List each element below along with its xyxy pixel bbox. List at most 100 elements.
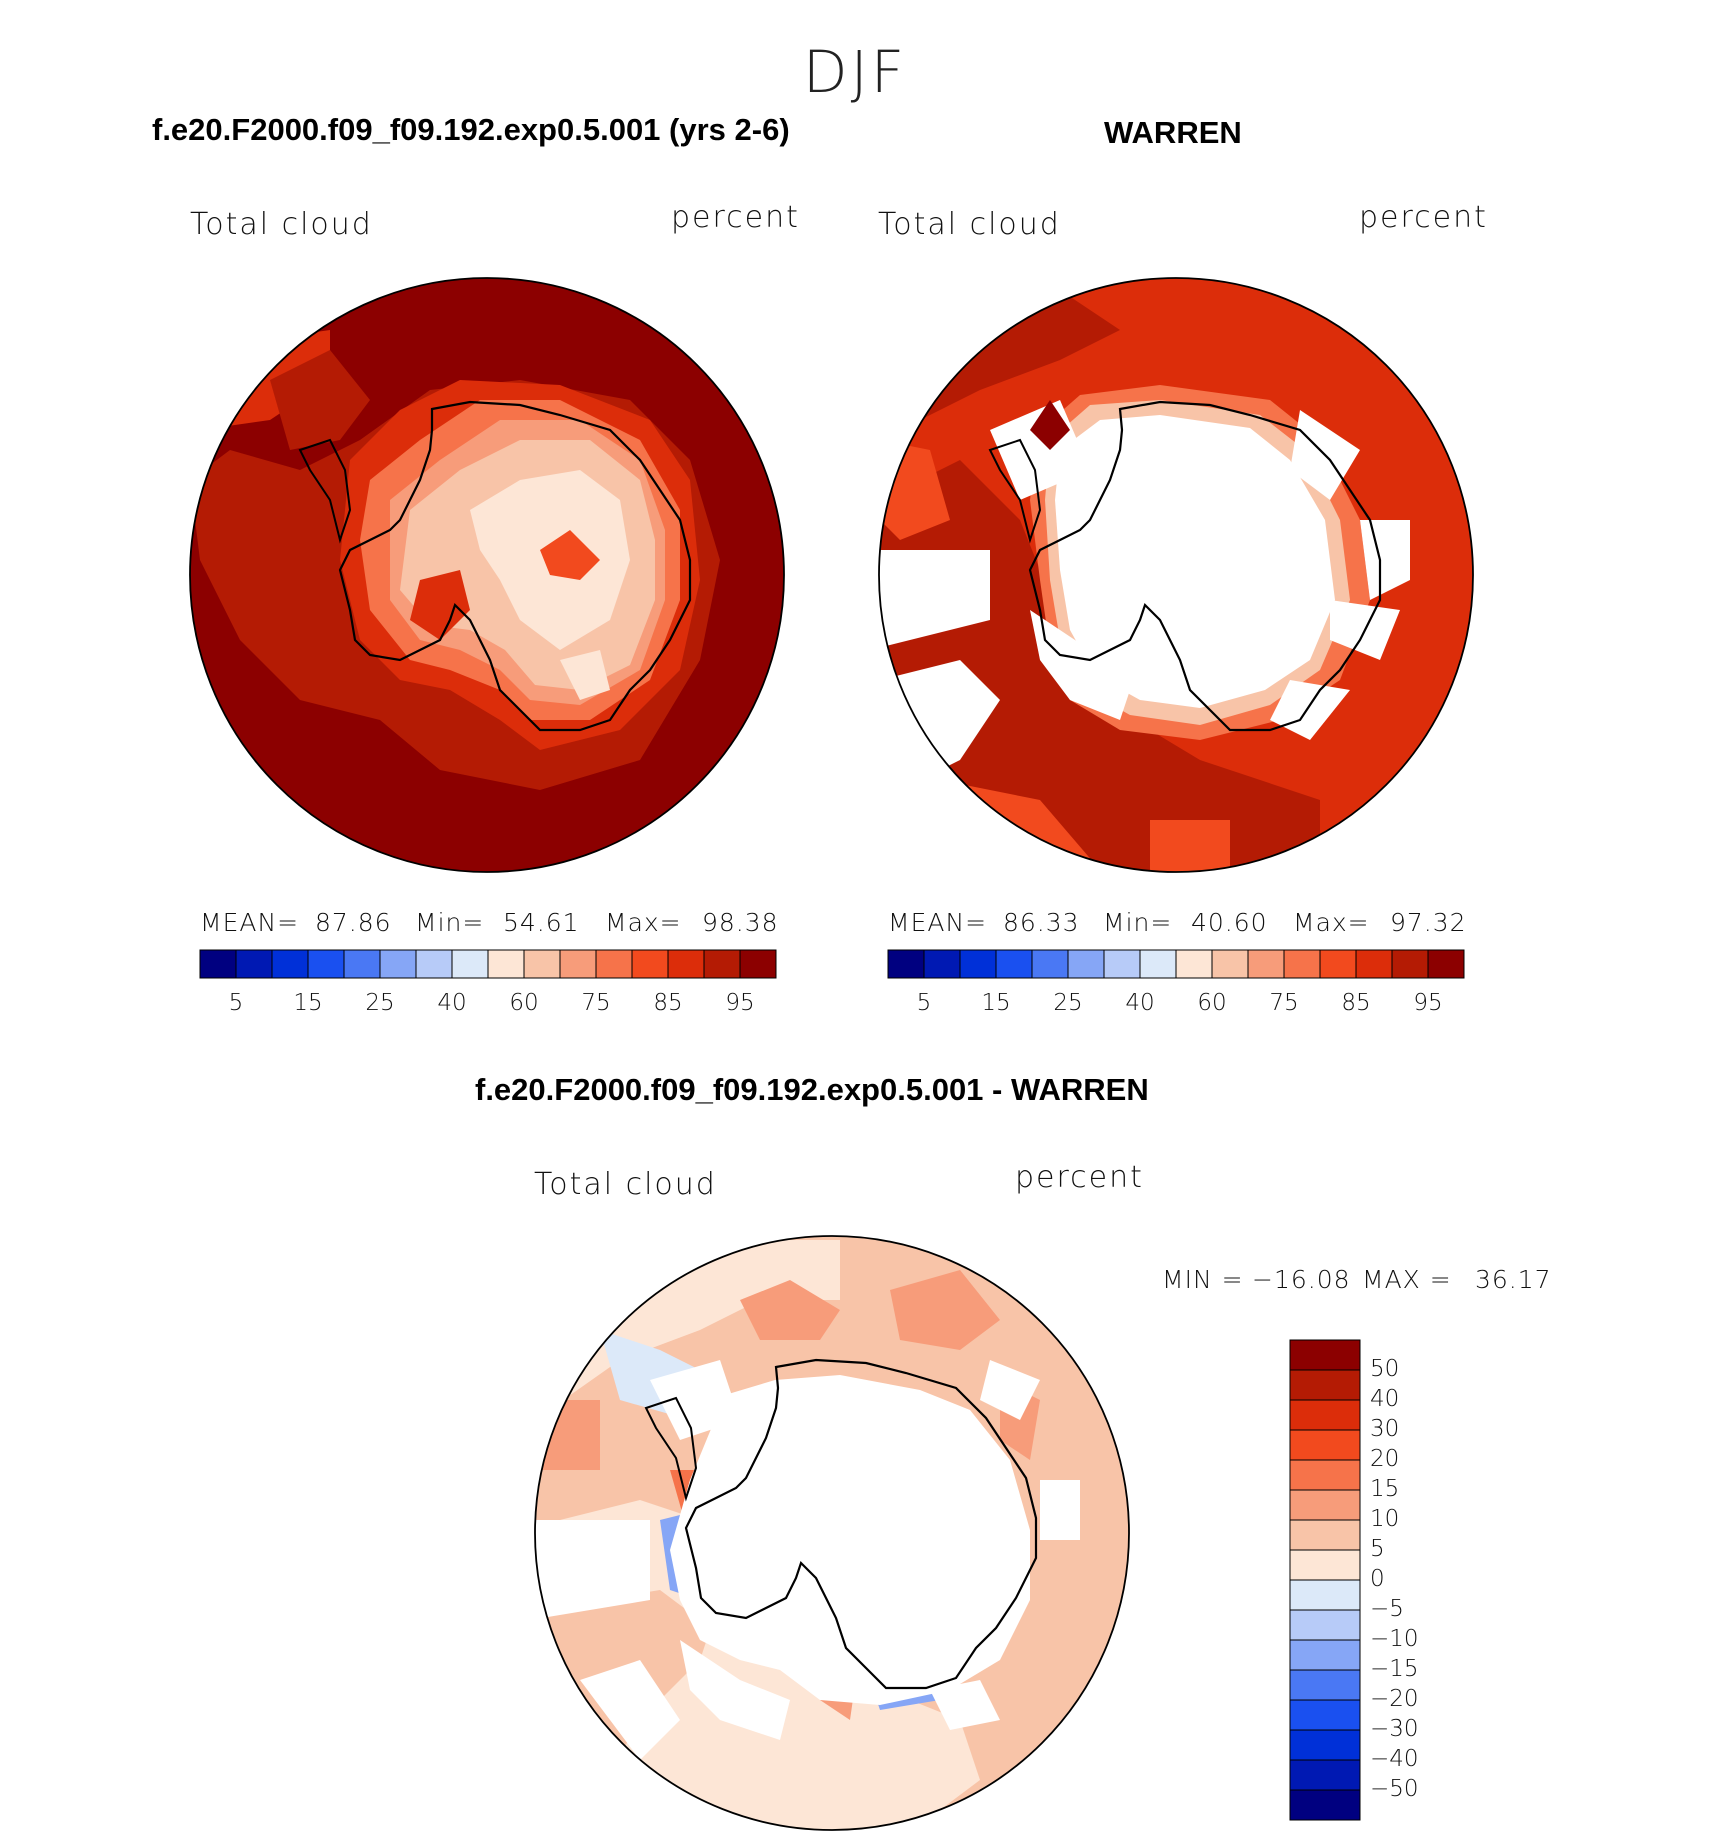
colorbar-swatch [1289, 1729, 1361, 1761]
panel3-max-label: MAX = [1362, 1265, 1452, 1294]
panel2-mean-value: 86.33 [1003, 908, 1080, 937]
panel3-colorbar-ticks: 50 40 30 20 15 10 5 0 −5 −10 −15 −20 −30 −40 −50 [1370, 1340, 1470, 1820]
colorbar-tick-label: 30 [1370, 1416, 1400, 1442]
panel2-mean-label: MEAN= [888, 908, 988, 937]
colorbar-tick-label: 60 [1197, 990, 1227, 1016]
colorbar-tick-label: 75 [581, 990, 611, 1016]
colorbar-tick-label: 95 [1413, 990, 1443, 1016]
colorbar-swatch [451, 949, 489, 979]
panel3-min-label: MIN = [1162, 1265, 1244, 1294]
colorbar-tick-label: 40 [1125, 990, 1155, 1016]
colorbar-tick-label: −10 [1370, 1626, 1419, 1652]
colorbar-swatch [959, 949, 997, 979]
colorbar-swatch [1283, 949, 1321, 979]
colorbar-tick-label: 40 [1370, 1386, 1400, 1412]
colorbar-swatch [595, 949, 633, 979]
colorbar-swatch [235, 949, 273, 979]
colorbar-swatch [631, 949, 669, 979]
colorbar-tick-label: 15 [981, 990, 1011, 1016]
colorbar-swatch [1289, 1339, 1361, 1371]
colorbar-tick-label: 75 [1269, 990, 1299, 1016]
panel1-mean-label: MEAN= [200, 908, 300, 937]
panel2-colorbar [887, 949, 1465, 979]
colorbar-tick-label: 85 [653, 990, 683, 1016]
colorbar-swatch [1289, 1489, 1361, 1521]
colorbar-tick-label: −20 [1370, 1686, 1419, 1712]
colorbar-swatch [923, 949, 961, 979]
panel3-min-value: −16.08 [1252, 1265, 1351, 1294]
panel2-max-label: Max= [1293, 908, 1370, 937]
colorbar-swatch [1289, 1399, 1361, 1431]
colorbar-swatch [1289, 1609, 1361, 1641]
colorbar-swatch [1103, 949, 1141, 979]
colorbar-swatch [1355, 949, 1393, 979]
panel1-max-label: Max= [605, 908, 682, 937]
colorbar-tick-label: −50 [1370, 1776, 1419, 1802]
colorbar-swatch [1289, 1549, 1361, 1581]
colorbar-swatch [1289, 1639, 1361, 1671]
panel1-min-value: 54.61 [503, 908, 580, 937]
panel2-variable: Total cloud [878, 207, 1061, 242]
panel2-colorbar-ticks: 5 15 25 40 60 75 85 95 [888, 990, 1464, 1020]
panel2-title: WARREN [1104, 115, 1242, 150]
colorbar-tick-label: 5 [228, 990, 244, 1016]
colorbar-swatch [1391, 949, 1429, 979]
colorbar-swatch [307, 949, 345, 979]
panel1-colorbar [199, 949, 777, 979]
colorbar-swatch [1289, 1789, 1361, 1821]
colorbar-tick-label: 25 [1053, 990, 1083, 1016]
colorbar-tick-label: 25 [365, 990, 395, 1016]
colorbar-swatch [1289, 1459, 1361, 1491]
colorbar-swatch [1289, 1369, 1361, 1401]
colorbar-tick-label: 95 [725, 990, 755, 1016]
colorbar-swatch [1289, 1579, 1361, 1611]
colorbar-tick-label: 85 [1341, 990, 1371, 1016]
panel1-units: percent [671, 200, 800, 235]
colorbar-tick-label: −40 [1370, 1746, 1419, 1772]
colorbar-swatch [379, 949, 417, 979]
colorbar-tick-label: 50 [1370, 1356, 1400, 1382]
colorbar-swatch [1211, 949, 1249, 979]
colorbar-swatch [739, 949, 777, 979]
colorbar-tick-label: −15 [1370, 1656, 1419, 1682]
colorbar-swatch [1289, 1429, 1361, 1461]
panel1-colorbar-ticks: 5 15 25 40 60 75 85 95 [200, 990, 776, 1020]
colorbar-tick-label: 15 [293, 990, 323, 1016]
colorbar-swatch [1427, 949, 1465, 979]
panel3-variable: Total cloud [534, 1167, 717, 1202]
colorbar-swatch [887, 949, 925, 979]
colorbar-tick-label: −30 [1370, 1716, 1419, 1742]
colorbar-swatch [1289, 1519, 1361, 1551]
colorbar-swatch [343, 949, 381, 979]
colorbar-tick-label: 20 [1370, 1446, 1400, 1472]
panel1-min-label: Min= [415, 908, 485, 937]
colorbar-swatch [703, 949, 741, 979]
panel2-min-label: Min= [1103, 908, 1173, 937]
panel3-units: percent [1015, 1160, 1144, 1195]
colorbar-tick-label: 10 [1370, 1506, 1400, 1532]
colorbar-swatch [559, 949, 597, 979]
colorbar-swatch [199, 949, 237, 979]
colorbar-tick-label: 5 [1370, 1536, 1385, 1562]
panel3-title: f.e20.F2000.f09_f09.192.exp0.5.001 - WAR… [475, 1072, 1149, 1107]
panel2-max-value: 97.32 [1390, 908, 1467, 937]
colorbar-tick-label: 15 [1370, 1476, 1400, 1502]
colorbar-swatch [523, 949, 561, 979]
colorbar-tick-label: 60 [509, 990, 539, 1016]
colorbar-tick-label: 0 [1370, 1566, 1385, 1592]
panel1-title: f.e20.F2000.f09_f09.192.exp0.5.001 (yrs … [152, 112, 790, 147]
panel1-mean-value: 87.86 [315, 908, 392, 937]
colorbar-tick-label: 40 [437, 990, 467, 1016]
colorbar-swatch [487, 949, 525, 979]
panel3-colorbar [1289, 1339, 1361, 1821]
colorbar-swatch [1289, 1699, 1361, 1731]
panel2-units: percent [1359, 200, 1488, 235]
colorbar-swatch [1289, 1669, 1361, 1701]
season-title: DJF [802, 38, 908, 106]
panel1-max-value: 98.38 [702, 908, 779, 937]
colorbar-swatch [1031, 949, 1069, 979]
colorbar-tick-label: −5 [1370, 1596, 1404, 1622]
